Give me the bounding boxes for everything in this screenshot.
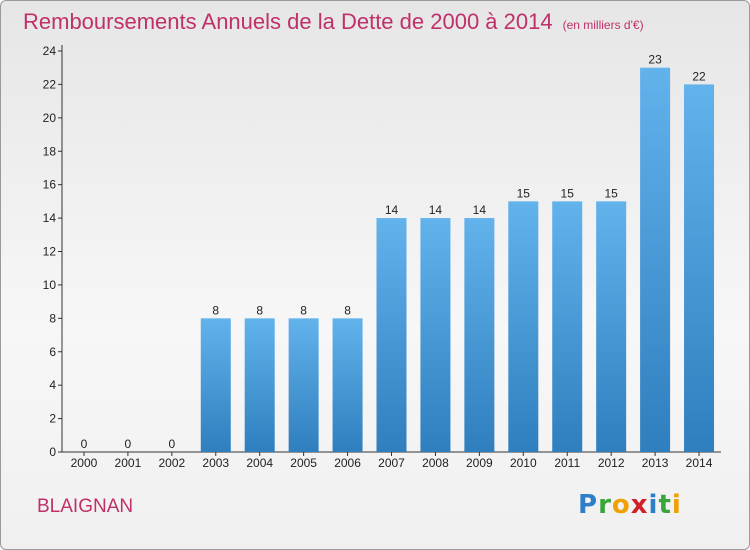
unit-text: (en milliers d'€) [562,18,644,32]
y-tick-label: 10 [43,278,57,292]
y-tick-label: 14 [43,211,57,225]
y-tick-label: 0 [49,445,56,459]
value-label: 8 [344,303,351,317]
y-tick-label: 22 [43,77,57,91]
x-tick-label: 2008 [422,456,449,470]
bar [200,318,231,452]
value-labels: 0 0 0 8 8 8 8 14 14 14 15 15 15 23 22 [81,53,706,451]
value-label: 8 [256,303,263,317]
x-tick-label: 2002 [158,456,185,470]
title-text: Remboursements Annuels de la Dette de 20… [23,9,553,34]
bar [552,201,583,452]
value-label: 22 [692,69,706,83]
x-tick-label: 2003 [202,456,229,470]
x-tick-label: 2012 [598,456,625,470]
value-label: 15 [561,186,575,200]
bar [508,201,539,452]
bar [288,318,319,452]
x-tick-label: 2013 [642,456,669,470]
value-label: 14 [385,203,399,217]
value-label: 23 [648,53,662,67]
x-tick-label: 2000 [71,456,98,470]
value-label: 8 [300,303,307,317]
x-tick-label: 2011 [554,456,580,470]
bar [596,201,627,452]
y-tick-label: 18 [43,144,57,158]
value-label: 0 [81,437,88,451]
chart-title: Remboursements Annuels de la Dette de 20… [23,9,644,35]
bar [244,318,275,452]
x-tick-label: 2014 [686,456,713,470]
x-tick-label: 2006 [334,456,361,470]
bar [640,67,671,452]
bars [200,67,715,453]
proxiti-logo: Proxiti [578,490,682,520]
x-tick-label: 2009 [466,456,493,470]
x-tick-label: 2005 [290,456,317,470]
value-label: 15 [517,186,531,200]
value-label: 0 [168,437,175,451]
y-tick-label: 6 [49,345,56,359]
y-tick-label: 8 [49,311,56,325]
x-tick-label: 2001 [115,456,142,470]
bar [464,218,495,452]
y-tick-label: 4 [49,378,56,392]
x-tick-label: 2010 [510,456,537,470]
commune-name: BLAIGNAN [37,496,134,517]
value-label: 8 [212,303,219,317]
x-tick-label: 2007 [378,456,405,470]
y-tick-label: 2 [49,412,56,426]
y-tick-label: 20 [43,111,57,125]
bar [420,218,451,452]
bar [684,84,715,453]
y-tick-label: 16 [43,178,57,192]
x-tick-label: 2004 [246,456,273,470]
value-label: 14 [429,203,443,217]
value-label: 0 [125,437,132,451]
value-label: 15 [604,186,618,200]
y-tick-label: 24 [43,44,57,58]
bar [332,318,363,452]
value-label: 14 [473,203,487,217]
bar [376,218,407,452]
y-tick-label: 12 [43,245,57,259]
